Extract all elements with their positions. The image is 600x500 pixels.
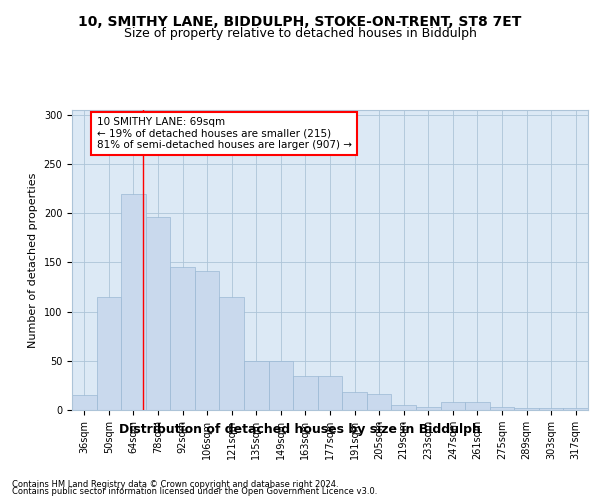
Text: Contains HM Land Registry data © Crown copyright and database right 2024.: Contains HM Land Registry data © Crown c… (12, 480, 338, 489)
Bar (318, 376, 342, 410)
Bar (97, 297, 121, 410)
Bar (244, 361, 269, 410)
Bar (465, 402, 490, 410)
Bar (490, 407, 514, 410)
Bar (563, 408, 588, 410)
Bar (72, 395, 97, 410)
Bar (269, 361, 293, 410)
Bar (440, 402, 465, 410)
Bar (539, 408, 563, 410)
Bar (220, 297, 244, 410)
Bar (195, 272, 220, 410)
Text: Distribution of detached houses by size in Biddulph: Distribution of detached houses by size … (119, 422, 481, 436)
Bar (391, 405, 416, 410)
Bar (146, 217, 170, 410)
Bar (121, 194, 146, 410)
Text: Size of property relative to detached houses in Biddulph: Size of property relative to detached ho… (124, 28, 476, 40)
Bar (514, 408, 539, 410)
Bar (342, 392, 367, 410)
Bar (293, 376, 318, 410)
Y-axis label: Number of detached properties: Number of detached properties (28, 172, 38, 348)
Bar (416, 407, 440, 410)
Text: 10 SMITHY LANE: 69sqm
← 19% of detached houses are smaller (215)
81% of semi-det: 10 SMITHY LANE: 69sqm ← 19% of detached … (97, 117, 352, 150)
Bar (367, 394, 391, 410)
Bar (170, 268, 195, 410)
Text: Contains public sector information licensed under the Open Government Licence v3: Contains public sector information licen… (12, 488, 377, 496)
Text: 10, SMITHY LANE, BIDDULPH, STOKE-ON-TRENT, ST8 7ET: 10, SMITHY LANE, BIDDULPH, STOKE-ON-TREN… (79, 15, 521, 29)
